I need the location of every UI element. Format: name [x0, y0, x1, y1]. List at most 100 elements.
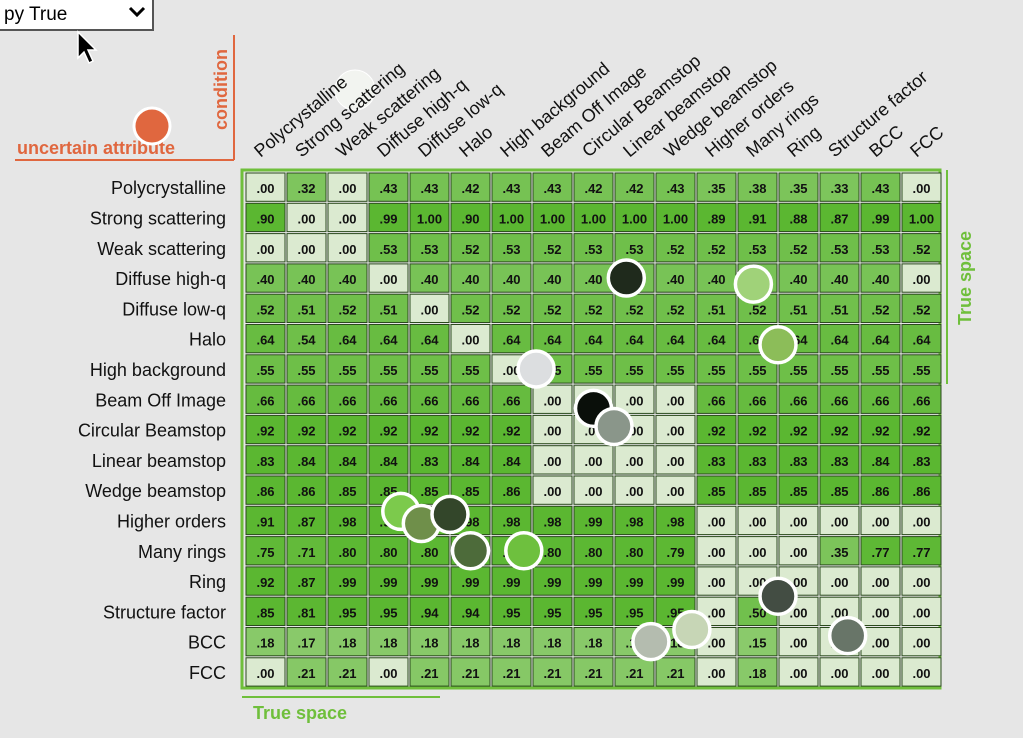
cell-value-label: .52: [789, 242, 807, 257]
cell-value-label: .40: [666, 272, 684, 287]
cell-value-label: .71: [297, 545, 315, 560]
cell-value-label: .00: [912, 272, 930, 287]
cell-value-label: .40: [789, 272, 807, 287]
heatmap-cell: [737, 233, 778, 263]
heatmap-cell: [368, 536, 409, 566]
heatmap-cell: [901, 354, 942, 384]
heatmap-cell: [245, 384, 286, 414]
row-label: Strong scattering: [90, 208, 226, 228]
cell-value-label: .00: [871, 575, 889, 590]
cell-value-label: .66: [297, 393, 315, 408]
cell-value-label: .87: [297, 575, 315, 590]
row-label: Ring: [189, 572, 226, 592]
heatmap-cell: [860, 566, 901, 596]
heatmap-cell: [573, 505, 614, 536]
heatmap-cell: [655, 293, 696, 324]
heatmap-cell: [778, 475, 819, 505]
cell-value-label: .64: [625, 333, 644, 348]
cell-value-label: .87: [297, 514, 315, 529]
cell-value-label: .53: [625, 242, 643, 257]
heatmap-cell: [286, 536, 327, 566]
heatmap-cell: [450, 445, 491, 475]
heatmap-cell: [245, 324, 286, 354]
cell-value-label: .85: [789, 484, 807, 499]
heatmap-cell: [532, 324, 573, 354]
cell-value-label: .92: [297, 424, 315, 439]
heatmap-cell: [696, 263, 737, 293]
cell-value-label: .99: [379, 211, 397, 226]
cell-value-label: .66: [338, 393, 356, 408]
heatmap-cell: [860, 263, 901, 293]
heatmap-cell: [327, 414, 368, 445]
heatmap-cell: [532, 505, 573, 536]
cell-value-label: .66: [502, 393, 520, 408]
heatmap-cell: [696, 414, 737, 445]
cell-value-label: .95: [502, 605, 520, 620]
cell-value-label: .85: [420, 484, 438, 499]
cell-value-label: .00: [379, 272, 397, 287]
heatmap-cell: [819, 293, 860, 324]
cell-value-label: .52: [502, 302, 520, 317]
cell-value-label: .77: [871, 545, 889, 560]
legend-corner: condition uncertain attribute: [15, 35, 376, 161]
row-label: Diffuse low-q: [122, 299, 226, 319]
cell-value-label: .89: [707, 211, 725, 226]
heatmap-cell: [368, 596, 409, 627]
heatmap-cell: [573, 445, 614, 475]
cell-value-label: .52: [584, 302, 602, 317]
cell-value-label: .80: [338, 545, 356, 560]
cell-value-label: .51: [707, 302, 725, 317]
cell-value-label: .92: [871, 424, 889, 439]
x-axis-label: True space: [253, 703, 347, 723]
cell-value-label: .84: [871, 454, 890, 469]
cell-value-label: .53: [871, 242, 889, 257]
cell-value-label: .85: [461, 484, 479, 499]
heatmap-cell: [614, 566, 655, 596]
heatmap-cell: [696, 445, 737, 475]
cell-value-label: 1.00: [499, 211, 524, 226]
cell-value-label: .55: [666, 363, 684, 378]
cell-value-label: .53: [420, 242, 438, 257]
heatmap-cell: [819, 233, 860, 263]
heatmap-cell: [491, 475, 532, 505]
heatmap-cell: [696, 566, 737, 596]
heatmap-cell: [368, 324, 409, 354]
cell-value-label: .99: [666, 575, 684, 590]
cell-value-label: .00: [502, 363, 520, 378]
cell-value-label: .55: [871, 363, 889, 378]
heatmap-cell: [860, 172, 901, 202]
cell-value-label: .83: [707, 454, 725, 469]
heatmap-cell: [860, 596, 901, 627]
overlay-marker: [733, 264, 774, 304]
cell-value-label: .53: [830, 242, 848, 257]
heatmap-cell: [286, 657, 327, 687]
cell-value-label: .51: [830, 302, 848, 317]
cell-value-label: .21: [297, 666, 315, 681]
row-label: Halo: [189, 330, 226, 350]
heatmap-cell: [901, 505, 942, 536]
heatmap-cell: [573, 263, 614, 293]
heatmap-cell: [819, 324, 860, 354]
heatmap-cell: [532, 627, 573, 657]
heatmap-cell: [532, 293, 573, 324]
heatmap-cell: [737, 627, 778, 657]
heatmap-cell: [532, 566, 573, 596]
cell-value-label: .43: [543, 181, 561, 196]
cell-value-label: .66: [256, 393, 274, 408]
cell-value-label: .00: [666, 484, 684, 499]
overlay-marker: [594, 406, 634, 447]
cell-value-label: .55: [297, 363, 315, 378]
heatmap-cell: [450, 354, 491, 384]
filter-dropdown[interactable]: py True: [0, 0, 154, 31]
heatmap-cell: [901, 657, 942, 687]
cell-value-label: .00: [461, 333, 479, 348]
cell-value-label: .55: [830, 363, 848, 378]
cell-value-label: .00: [789, 666, 807, 681]
cell-value-label: .40: [461, 272, 479, 287]
cell-value-label: .55: [707, 363, 725, 378]
heatmap-cell: [450, 414, 491, 445]
cell-value-label: .18: [256, 636, 274, 651]
heatmap-cell: [368, 202, 409, 233]
heatmap-cell: [327, 475, 368, 505]
heatmap-cell: [450, 384, 491, 414]
